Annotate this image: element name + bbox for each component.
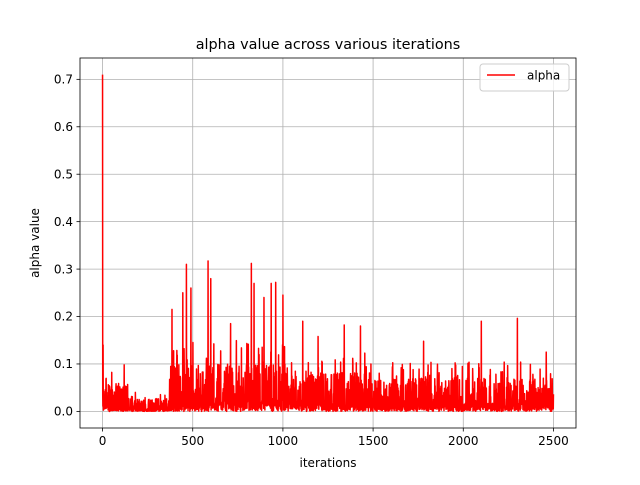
y-tick-label: 0.6 — [54, 120, 73, 134]
y-tick-label: 0.3 — [54, 262, 73, 276]
x-tick-label: 0 — [99, 434, 107, 448]
legend-box — [479, 63, 570, 92]
y-tick-label: 0.4 — [54, 215, 73, 229]
legend: alpha — [479, 63, 570, 92]
x-axis-label: iterations — [300, 456, 357, 470]
y-tick-label: 0.5 — [54, 167, 73, 181]
x-tick-label: 500 — [181, 434, 204, 448]
legend-label-alpha: alpha — [527, 69, 560, 83]
x-axis-ticks: 0 500 1000 1500 2000 2500 — [99, 428, 569, 448]
x-tick-label: 1000 — [268, 434, 299, 448]
y-tick-label: 0.7 — [54, 73, 73, 87]
x-tick-label: 2000 — [448, 434, 479, 448]
plot-area — [101, 74, 555, 413]
y-tick-label: 0.1 — [54, 357, 73, 371]
axes-frame — [79, 57, 577, 429]
chart-title: alpha value across various iterations — [196, 37, 461, 53]
y-axis-label: alpha value — [28, 208, 42, 278]
y-tick-label: 0.0 — [54, 405, 73, 419]
x-tick-label: 2500 — [538, 434, 569, 448]
x-tick-label: 1500 — [358, 434, 389, 448]
y-axis-ticks: 0.0 0.1 0.2 0.3 0.4 0.5 0.6 0.7 — [54, 73, 80, 419]
series-line-alpha — [101, 74, 555, 413]
y-tick-label: 0.2 — [54, 310, 73, 324]
